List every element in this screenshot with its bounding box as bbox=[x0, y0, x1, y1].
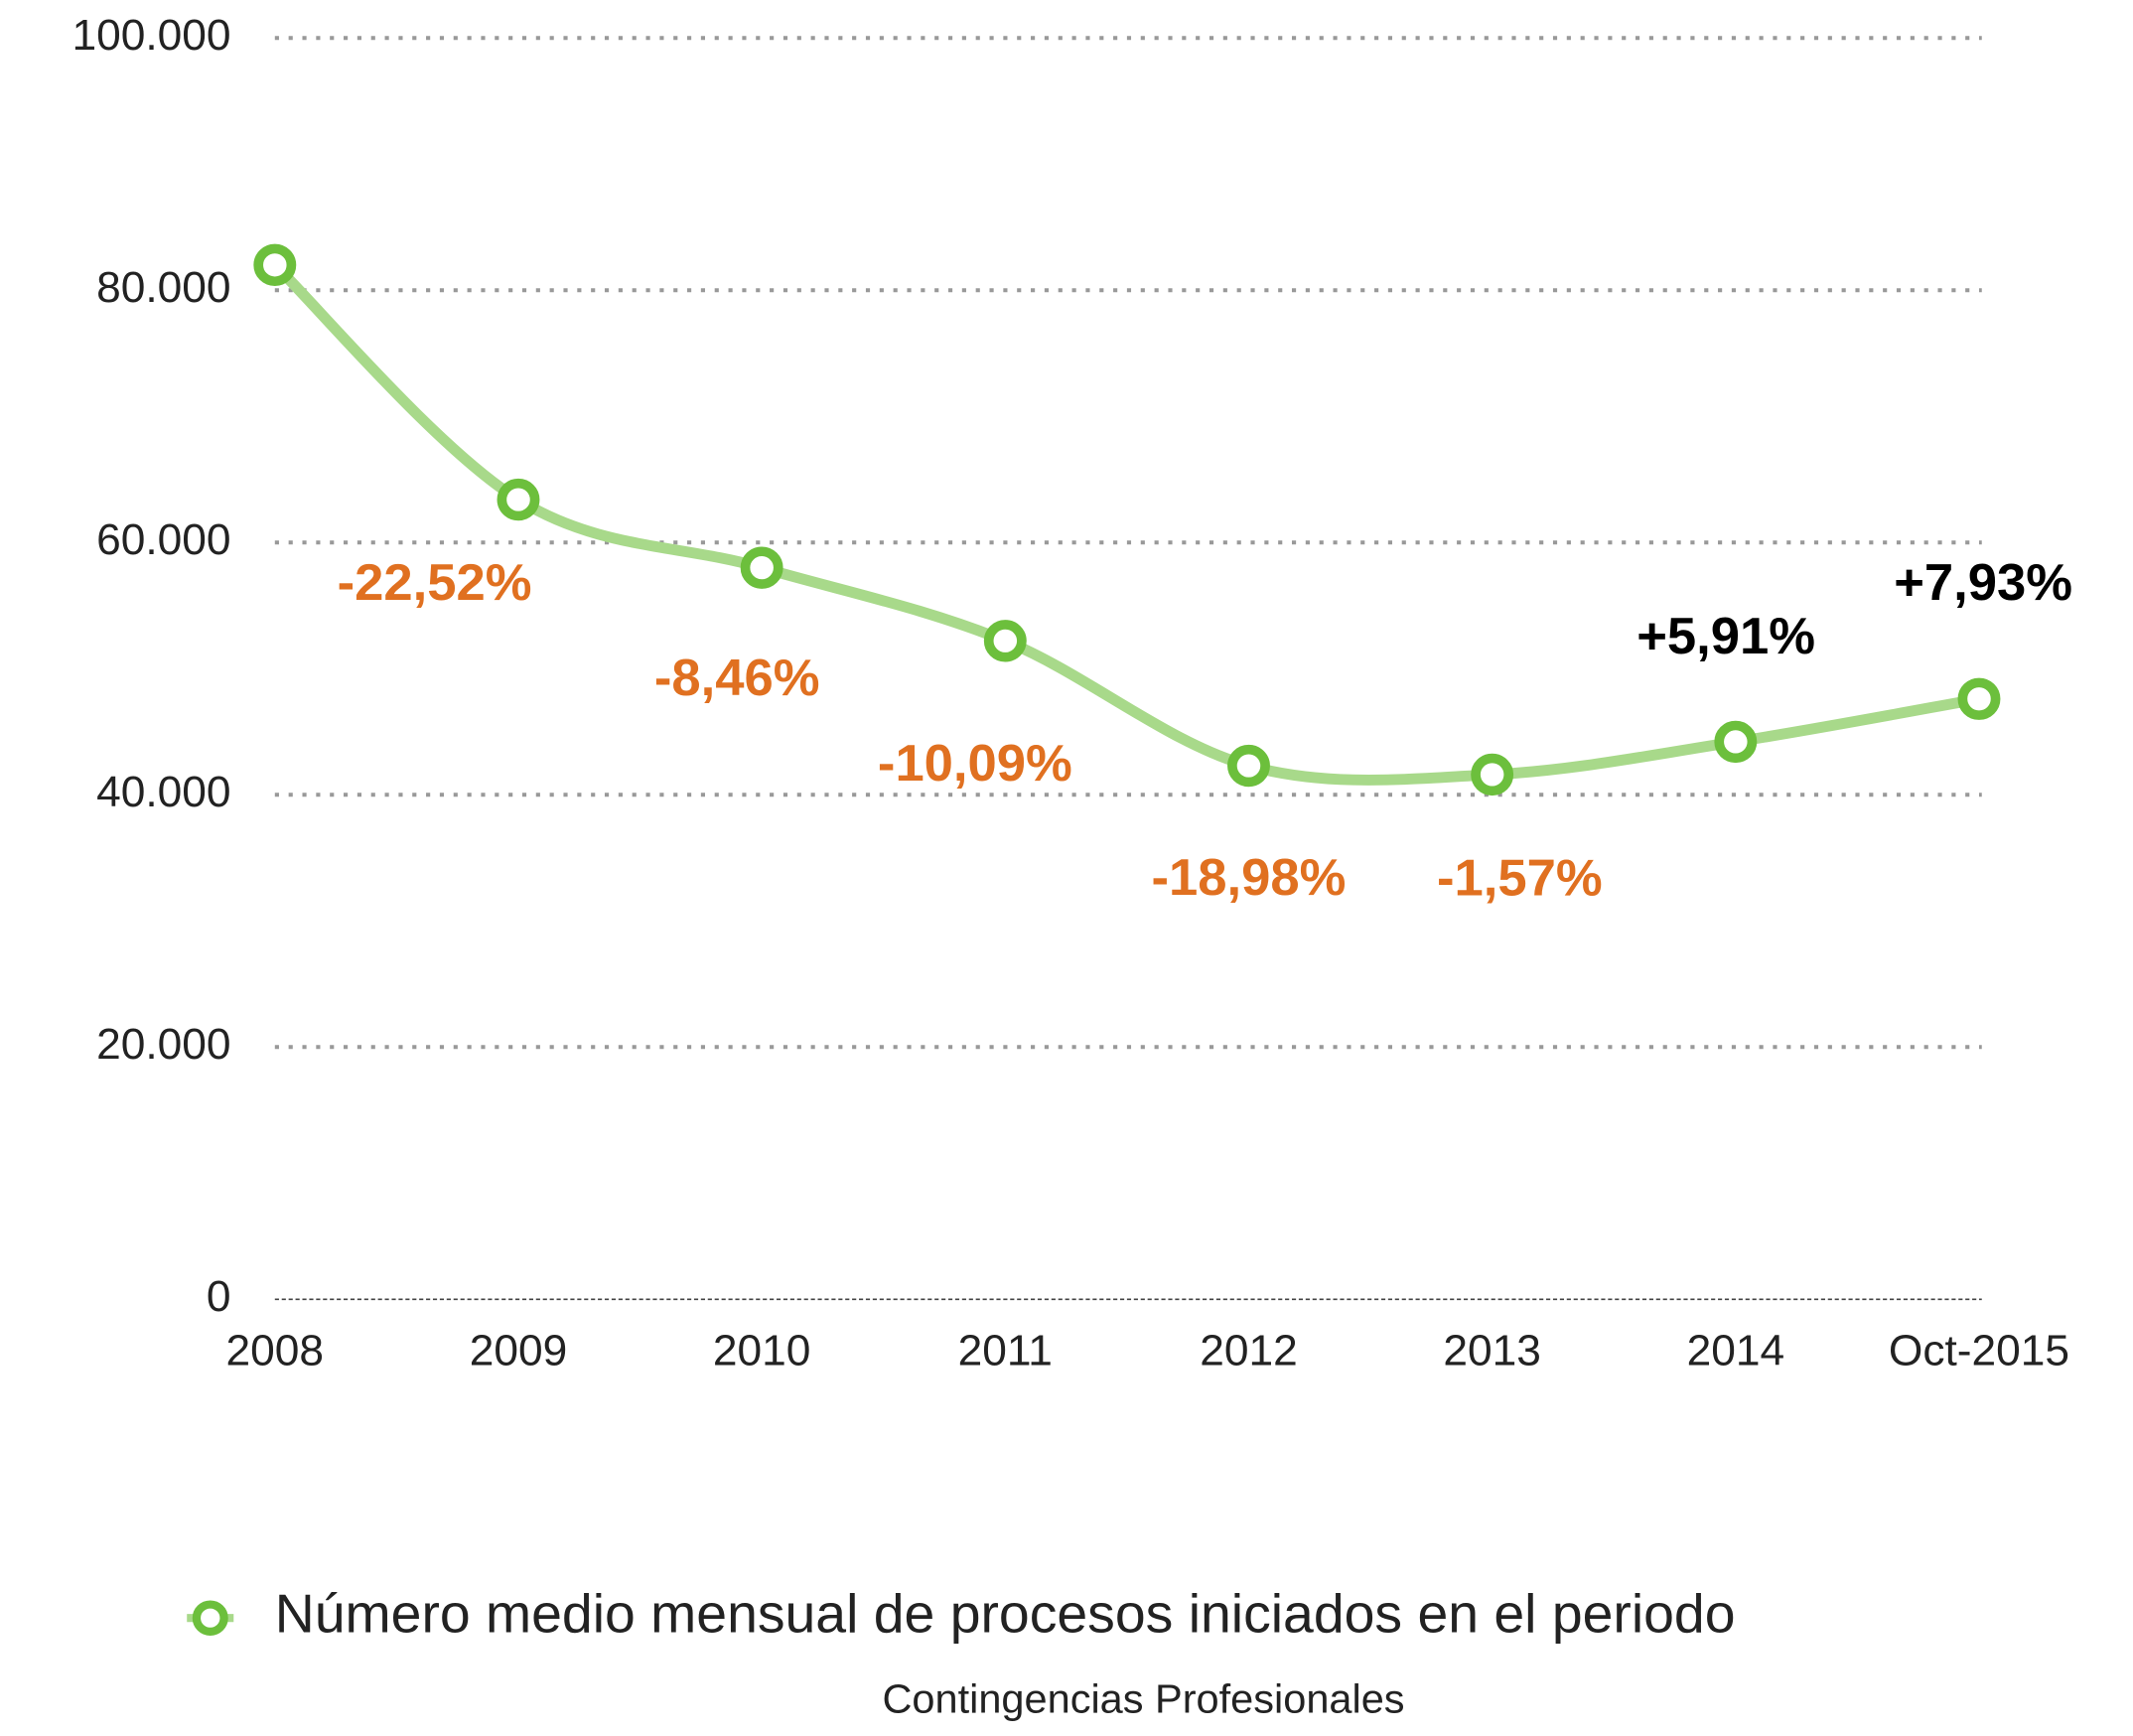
x-tick-label: 2011 bbox=[958, 1327, 1053, 1375]
change-label: +5,91% bbox=[1636, 609, 1815, 666]
y-tick-label: 100.000 bbox=[71, 11, 230, 60]
legend-marker bbox=[192, 1600, 228, 1636]
x-tick-label: 2010 bbox=[713, 1327, 811, 1375]
change-label: -22,52% bbox=[338, 554, 532, 612]
x-tick-label: 2014 bbox=[1687, 1327, 1785, 1375]
data-point bbox=[253, 243, 297, 287]
data-point bbox=[740, 546, 783, 589]
y-tick-label: 60.000 bbox=[96, 515, 230, 564]
x-tick-label: Oct-2015 bbox=[1889, 1327, 2069, 1375]
data-point bbox=[1471, 753, 1514, 796]
data-point bbox=[983, 620, 1027, 662]
y-tick-label: 0 bbox=[207, 1272, 231, 1321]
data-point bbox=[1227, 744, 1270, 788]
change-label: +7,93% bbox=[1894, 554, 2072, 612]
y-tick-label: 80.000 bbox=[96, 263, 230, 312]
chart-subtitle: Contingencias Profesionales bbox=[882, 1676, 1404, 1722]
x-tick-label: 2009 bbox=[470, 1327, 568, 1375]
change-label: -10,09% bbox=[878, 735, 1072, 793]
data-point bbox=[1714, 720, 1758, 764]
legend-label: Número medio mensual de procesos iniciad… bbox=[275, 1583, 1736, 1645]
x-tick-label: 2013 bbox=[1443, 1327, 1541, 1375]
y-tick-label: 20.000 bbox=[96, 1020, 230, 1069]
data-point bbox=[497, 478, 540, 521]
series-line bbox=[269, 259, 1985, 786]
x-tick-label: 2012 bbox=[1200, 1327, 1298, 1375]
data-point bbox=[1957, 677, 2001, 720]
change-label: -1,57% bbox=[1437, 850, 1603, 908]
change-label: -8,46% bbox=[654, 650, 820, 707]
y-tick-label: 40.000 bbox=[96, 768, 230, 816]
x-tick-label: 2008 bbox=[226, 1327, 325, 1375]
change-label: -18,98% bbox=[1152, 849, 1347, 907]
